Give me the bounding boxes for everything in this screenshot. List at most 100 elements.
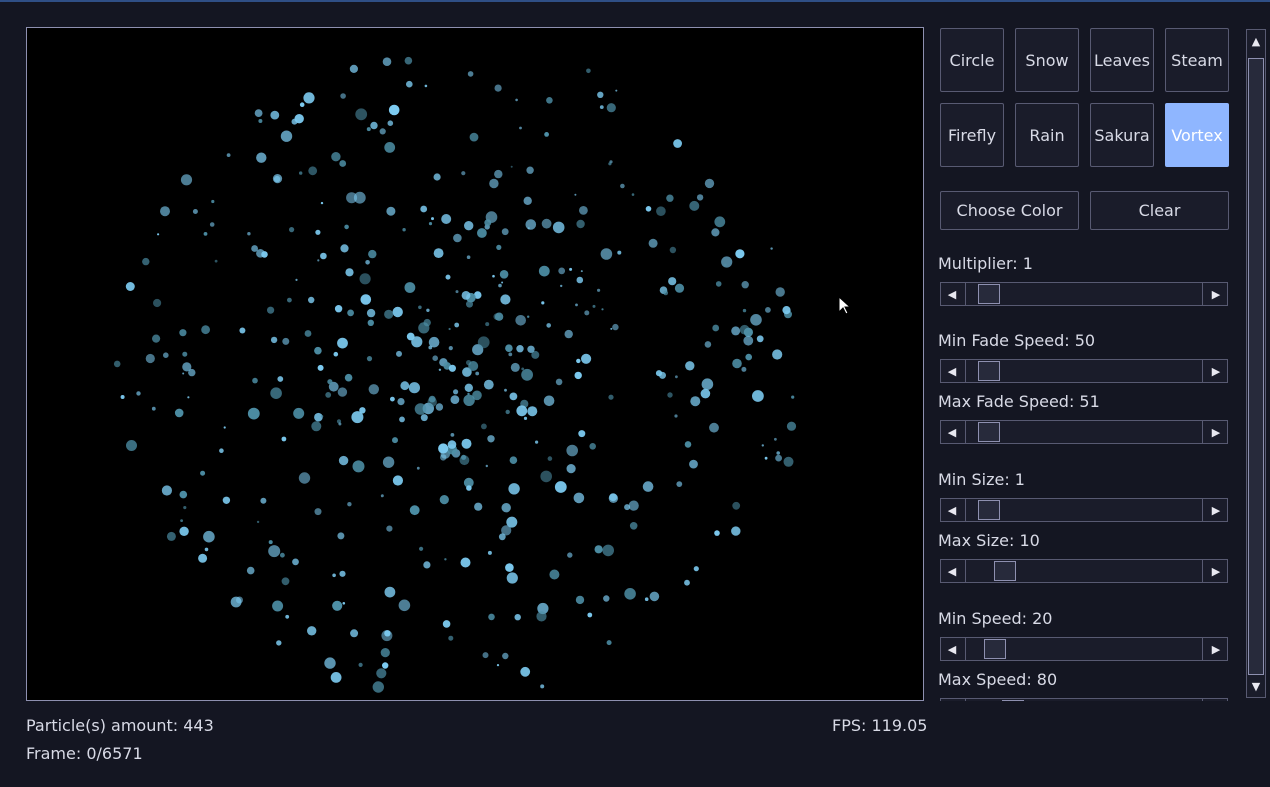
particle bbox=[126, 440, 137, 451]
particle bbox=[145, 353, 155, 364]
preset-steam-button[interactable]: Steam bbox=[1165, 28, 1229, 92]
min-size-slider[interactable]: ◀ ▶ bbox=[940, 498, 1228, 522]
slider-thumb[interactable] bbox=[978, 284, 1000, 304]
slider-thumb[interactable] bbox=[984, 639, 1006, 659]
scrollbar-thumb[interactable] bbox=[1248, 58, 1264, 675]
particle bbox=[153, 298, 162, 308]
slider-track[interactable] bbox=[965, 638, 1203, 660]
frame-counter: Frame: 0/6571 bbox=[26, 744, 143, 763]
particle bbox=[574, 371, 582, 380]
particle bbox=[628, 500, 639, 511]
particle bbox=[308, 296, 315, 304]
scroll-right-icon[interactable]: ▶ bbox=[1211, 503, 1221, 517]
choose-color-button[interactable]: Choose Color bbox=[940, 191, 1079, 230]
particle bbox=[501, 228, 509, 236]
particle bbox=[574, 193, 577, 196]
particle bbox=[732, 358, 742, 369]
particle bbox=[756, 335, 764, 343]
scroll-left-icon[interactable]: ◀ bbox=[947, 503, 957, 517]
particle bbox=[579, 206, 588, 215]
particle bbox=[447, 440, 457, 449]
particle bbox=[711, 228, 720, 237]
scroll-down-icon[interactable]: ▼ bbox=[1251, 679, 1261, 693]
scroll-right-icon[interactable]: ▶ bbox=[1211, 425, 1221, 439]
particle bbox=[501, 525, 512, 536]
max-fade-speed-slider[interactable]: ◀ ▶ bbox=[940, 420, 1228, 444]
particle bbox=[360, 294, 372, 305]
slider-thumb[interactable] bbox=[994, 561, 1016, 581]
scroll-left-icon[interactable]: ◀ bbox=[941, 699, 963, 701]
particle bbox=[337, 387, 348, 397]
min-fade-speed-slider[interactable]: ◀ ▶ bbox=[940, 359, 1228, 383]
scroll-right-icon[interactable]: ▶ bbox=[1211, 642, 1221, 656]
scroll-left-icon[interactable]: ◀ bbox=[947, 642, 957, 656]
scroll-left-icon[interactable]: ◀ bbox=[947, 287, 957, 301]
slider-track[interactable] bbox=[965, 283, 1203, 305]
particle bbox=[392, 306, 403, 318]
clear-button[interactable]: Clear bbox=[1090, 191, 1229, 230]
slider-track[interactable] bbox=[965, 560, 1203, 582]
particle bbox=[554, 481, 567, 493]
slider-thumb[interactable] bbox=[978, 500, 1000, 520]
particle bbox=[182, 372, 185, 375]
particle bbox=[226, 153, 231, 157]
scroll-right-icon[interactable]: ▶ bbox=[1205, 699, 1227, 701]
particle bbox=[555, 378, 563, 386]
particle bbox=[615, 89, 618, 92]
max-size-slider[interactable]: ◀ ▶ bbox=[940, 559, 1228, 583]
particle bbox=[487, 435, 495, 443]
particle bbox=[455, 290, 459, 294]
preset-snow-button[interactable]: Snow bbox=[1015, 28, 1079, 92]
slider-thumb[interactable] bbox=[978, 361, 1000, 381]
preset-leaves-button[interactable]: Leaves bbox=[1090, 28, 1154, 92]
particle bbox=[298, 472, 311, 484]
particle bbox=[496, 664, 500, 667]
max-speed-slider[interactable]: ◀ ▶ bbox=[940, 698, 1228, 701]
particle bbox=[656, 206, 666, 216]
settings-vertical-scrollbar[interactable]: ▲ ▼ bbox=[1246, 29, 1266, 698]
slider-track[interactable] bbox=[965, 421, 1203, 443]
scroll-up-icon[interactable]: ▲ bbox=[1251, 34, 1261, 48]
multiplier-slider[interactable]: ◀ ▶ bbox=[940, 282, 1228, 306]
particle-canvas[interactable] bbox=[26, 27, 924, 701]
particle bbox=[472, 390, 482, 401]
slider-thumb[interactable] bbox=[1002, 700, 1024, 701]
scroll-right-icon[interactable]: ▶ bbox=[1211, 564, 1221, 578]
slider-track[interactable] bbox=[965, 499, 1203, 521]
particle bbox=[473, 291, 482, 299]
preset-vortex-button[interactable]: Vortex bbox=[1165, 103, 1229, 167]
particle bbox=[384, 586, 396, 598]
slider-track[interactable] bbox=[965, 699, 1203, 701]
particle bbox=[576, 358, 581, 364]
particle bbox=[494, 312, 504, 321]
scroll-right-icon[interactable]: ▶ bbox=[1211, 287, 1221, 301]
particle bbox=[382, 57, 392, 66]
preset-firefly-button[interactable]: Firefly bbox=[940, 103, 1004, 167]
particle bbox=[714, 216, 726, 228]
preset-sakura-button[interactable]: Sakura bbox=[1090, 103, 1154, 167]
slider-thumb[interactable] bbox=[978, 422, 1000, 442]
particle bbox=[567, 552, 573, 558]
preset-rain-button[interactable]: Rain bbox=[1015, 103, 1079, 167]
scroll-left-icon[interactable]: ◀ bbox=[947, 564, 957, 578]
particle bbox=[527, 345, 535, 353]
particle bbox=[342, 602, 346, 605]
preset-circle-button[interactable]: Circle bbox=[940, 28, 1004, 92]
scroll-right-icon[interactable]: ▶ bbox=[1211, 364, 1221, 378]
particle bbox=[399, 416, 405, 423]
particle bbox=[584, 310, 590, 316]
scroll-left-icon[interactable]: ◀ bbox=[947, 425, 957, 439]
particle bbox=[358, 662, 363, 668]
slider-track[interactable] bbox=[965, 360, 1203, 382]
particle bbox=[477, 336, 490, 349]
particle bbox=[308, 166, 318, 176]
particle bbox=[501, 503, 511, 513]
min-speed-slider[interactable]: ◀ ▶ bbox=[940, 637, 1228, 661]
particle bbox=[600, 248, 613, 260]
particle bbox=[203, 232, 208, 236]
particle bbox=[345, 268, 354, 277]
scroll-left-icon[interactable]: ◀ bbox=[947, 364, 957, 378]
particle bbox=[684, 579, 690, 586]
particle bbox=[523, 196, 532, 205]
particle bbox=[211, 199, 215, 204]
